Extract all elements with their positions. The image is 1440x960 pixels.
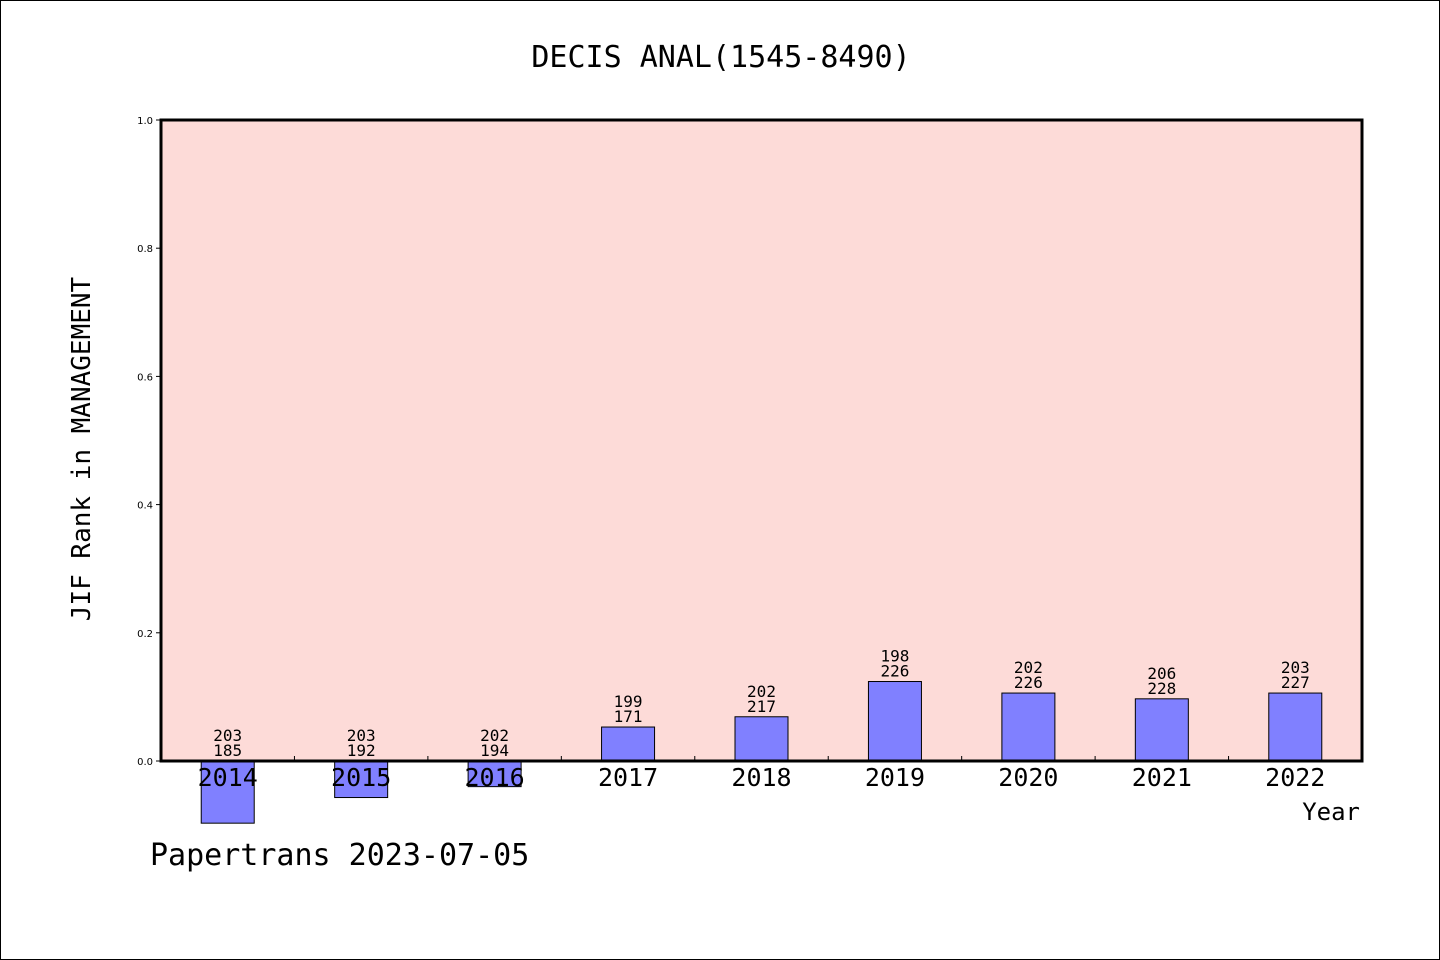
data-label-bottom-2020: 226	[1014, 673, 1043, 692]
bar-2022	[1268, 692, 1323, 762]
data-label-bottom-2022: 227	[1281, 673, 1310, 692]
bar-2021	[1134, 698, 1189, 762]
data-label-top-2017: 199	[614, 692, 643, 711]
data-label-top-2018: 202	[747, 682, 776, 701]
data-label-top-2015: 203	[347, 726, 376, 745]
x-tick-label-2018: 2018	[731, 763, 791, 792]
x-axis: 2014 2015 2016 2017 2018 2019 2020 2021 2022	[198, 756, 1325, 792]
data-label-bottom-2017: 171	[614, 707, 643, 726]
y-tick-label: 0.2	[137, 629, 153, 640]
data-label-top-2021: 206	[1147, 664, 1176, 683]
x-tick-label-2016: 2016	[465, 763, 525, 792]
plot-border	[159, 118, 1364, 763]
x-tick-label-2014: 2014	[198, 763, 258, 792]
plot-area	[161, 120, 1362, 761]
data-label-bottom-2019: 226	[880, 662, 909, 681]
x-tick-label-2022: 2022	[1265, 763, 1325, 792]
bar-2015	[334, 760, 389, 799]
data-label-top-2020: 202	[1014, 658, 1043, 677]
y-axis-label: JIF Rank in MANAGEMENT	[67, 276, 97, 621]
chart-title: DECIS ANAL(1545-8490)	[531, 40, 910, 75]
y-tick-label: 0.8	[137, 244, 153, 255]
footer-text: Papertrans 2023-07-05	[150, 838, 529, 873]
bar-2019	[867, 681, 922, 762]
bars-group	[200, 681, 1323, 824]
data-label-bottom-2018: 217	[747, 697, 776, 716]
y-axis: 0.0 0.2 0.4 0.6 0.8 1.0	[137, 116, 161, 768]
data-label-bottom-2016: 194	[480, 741, 509, 760]
bar-2018	[734, 716, 789, 762]
x-tick-label-2019: 2019	[865, 763, 925, 792]
data-label-bottom-2015: 192	[347, 741, 376, 760]
y-tick-label: 1.0	[137, 116, 153, 127]
x-axis-label: Year	[1302, 798, 1360, 826]
data-label-top-2014: 203	[213, 726, 242, 745]
data-label-bottom-2014: 185	[213, 741, 242, 760]
y-tick-label: 0.4	[137, 501, 153, 512]
x-tick-label-2015: 2015	[331, 763, 391, 792]
bar-2014	[200, 760, 255, 824]
x-tick-label-2021: 2021	[1132, 763, 1192, 792]
bar-2020	[1001, 692, 1056, 762]
y-tick-label: 0.0	[137, 757, 153, 768]
y-tick-label: 0.6	[137, 372, 153, 383]
data-label-top-2016: 202	[480, 726, 509, 745]
data-label-top-2022: 203	[1281, 658, 1310, 677]
data-label-top-2019: 198	[880, 647, 909, 666]
x-tick-label-2020: 2020	[998, 763, 1058, 792]
bar-2017	[601, 726, 656, 762]
x-tick-label-2017: 2017	[598, 763, 658, 792]
data-label-bottom-2021: 228	[1147, 679, 1176, 698]
